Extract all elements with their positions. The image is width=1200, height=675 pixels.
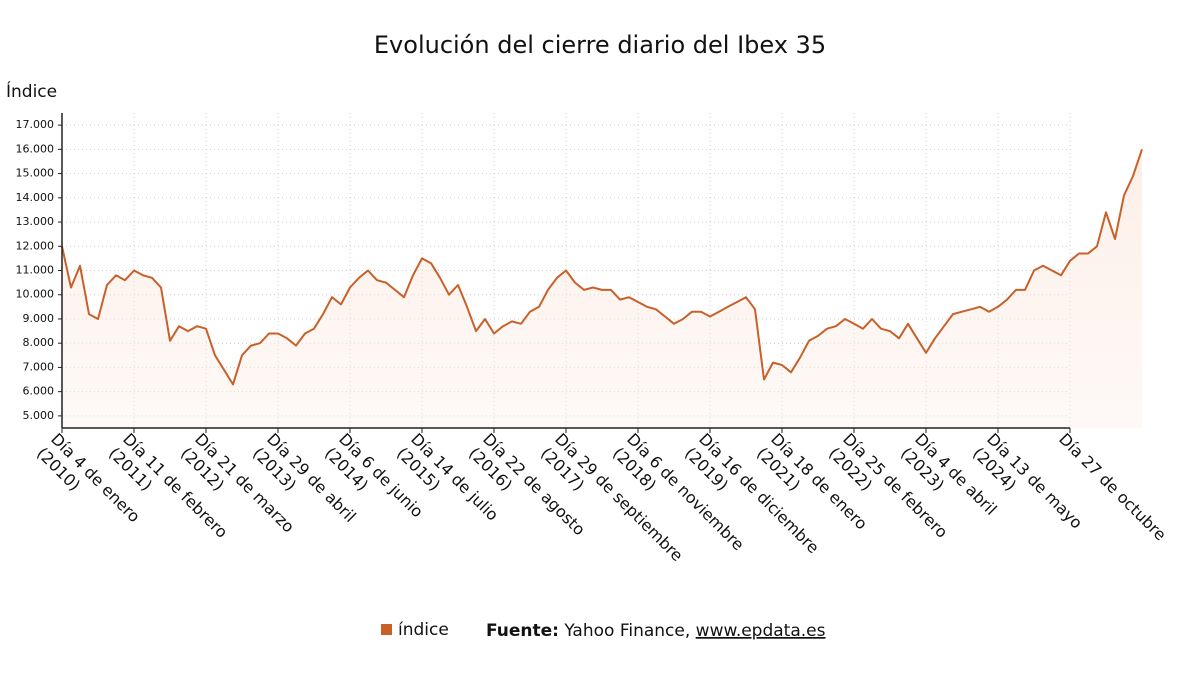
y-tick-label: 12.000 (16, 239, 55, 252)
y-tick-label: 9.000 (23, 312, 55, 325)
source-label: Fuente: (486, 621, 559, 641)
y-axis-title: Índice (6, 80, 57, 102)
y-tick-label: 7.000 (23, 360, 55, 373)
source-link[interactable]: www.epdata.es (696, 621, 826, 641)
y-tick-label: 14.000 (16, 191, 55, 204)
plot-area: 5.000 6.000 7.000 8.000 9.000 10.000 11.000 12.… (16, 113, 1170, 565)
y-tick-label: 8.000 (23, 336, 55, 349)
line (61, 148, 1143, 386)
area (62, 149, 1142, 429)
y-tick-label: 5.000 (23, 409, 55, 422)
y-tick-label: 16.000 (16, 142, 55, 155)
y-tick-label: 17.000 (16, 118, 55, 131)
source-text: Yahoo Finance, (563, 621, 690, 641)
chart-title: Evolución del cierre diario del Ibex 35 (374, 31, 826, 59)
y-tick-label: 13.000 (16, 215, 55, 228)
y-tick-label: 15.000 (16, 167, 55, 180)
y-tick-label: 6.000 (23, 385, 55, 398)
legend-swatch (381, 624, 392, 635)
y-tick-label: 10.000 (16, 288, 55, 301)
legend-label: índice (398, 620, 449, 640)
source: Fuente: Yahoo Finance, www.epdata.es (486, 621, 826, 641)
y-tick-label: 11.000 (16, 264, 55, 277)
legend: índice (381, 620, 449, 640)
